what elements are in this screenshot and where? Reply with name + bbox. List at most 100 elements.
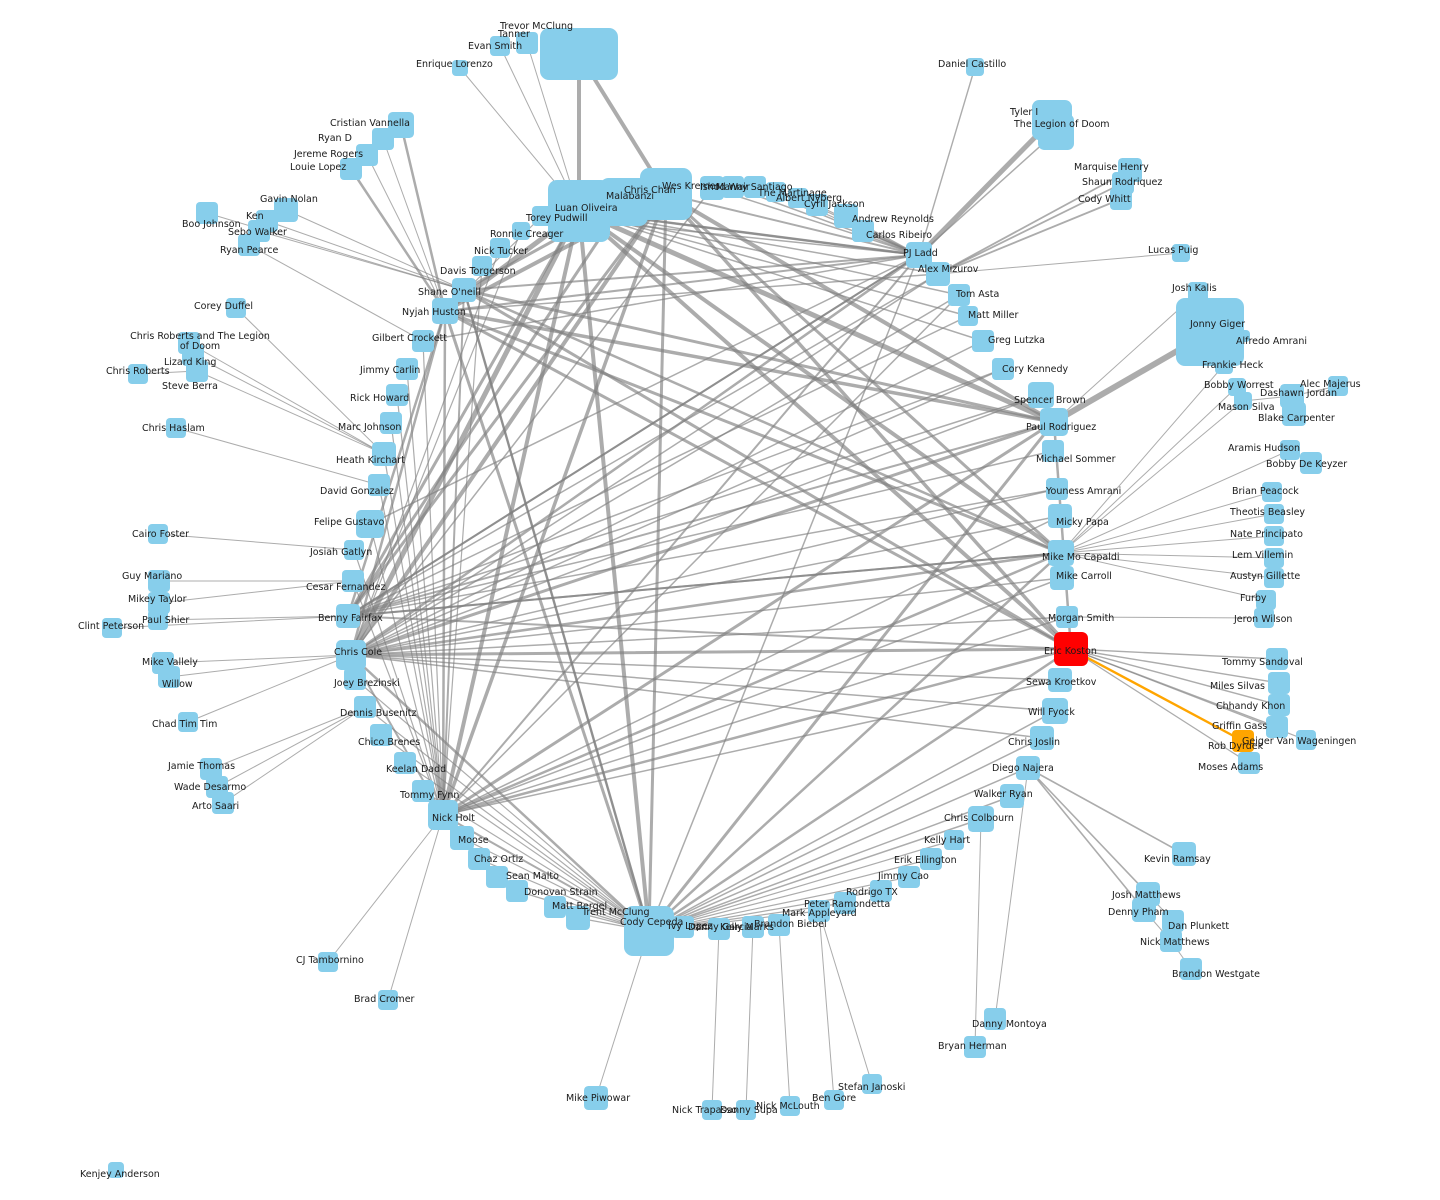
graph-node[interactable] — [178, 712, 198, 732]
graph-node[interactable] — [372, 128, 394, 150]
graph-node[interactable] — [380, 412, 402, 434]
graph-node[interactable] — [344, 540, 364, 560]
graph-node[interactable] — [1054, 632, 1088, 666]
graph-node[interactable] — [372, 442, 396, 466]
graph-node[interactable] — [148, 570, 170, 592]
graph-node[interactable] — [1048, 668, 1072, 692]
graph-node[interactable] — [1048, 504, 1072, 528]
graph-node[interactable] — [472, 256, 492, 276]
graph-node[interactable] — [128, 364, 148, 384]
graph-node[interactable] — [968, 806, 994, 832]
graph-node[interactable] — [1234, 392, 1252, 410]
graph-node[interactable] — [428, 800, 458, 830]
graph-node[interactable] — [1238, 330, 1250, 342]
graph-node[interactable] — [344, 668, 366, 690]
graph-node[interactable] — [898, 866, 920, 888]
graph-node[interactable] — [944, 830, 964, 850]
graph-node[interactable] — [340, 158, 362, 180]
graph-node[interactable] — [624, 906, 674, 956]
graph-node[interactable] — [808, 900, 830, 922]
graph-node[interactable] — [1048, 540, 1074, 566]
graph-node[interactable] — [108, 1162, 124, 1178]
graph-node[interactable] — [318, 952, 338, 972]
graph-node[interactable] — [824, 1090, 844, 1110]
graph-node[interactable] — [1264, 568, 1284, 588]
graph-node[interactable] — [788, 188, 808, 208]
graph-node[interactable] — [736, 1100, 756, 1120]
graph-node[interactable] — [468, 848, 490, 870]
graph-node[interactable] — [702, 1100, 722, 1120]
graph-node[interactable] — [540, 28, 618, 80]
graph-node[interactable] — [336, 640, 366, 670]
graph-node[interactable] — [700, 176, 724, 200]
graph-node[interactable] — [1296, 730, 1316, 750]
graph-node[interactable] — [1160, 930, 1182, 952]
graph-node[interactable] — [992, 358, 1014, 380]
graph-node[interactable] — [102, 618, 122, 638]
graph-node[interactable] — [544, 896, 566, 918]
graph-node[interactable] — [964, 1036, 986, 1058]
graph-node[interactable] — [158, 666, 180, 688]
graph-node[interactable] — [516, 32, 538, 54]
graph-node[interactable] — [672, 916, 694, 938]
graph-node[interactable] — [1232, 730, 1254, 752]
graph-node[interactable] — [780, 1096, 800, 1116]
graph-node[interactable] — [1256, 590, 1276, 610]
graph-node[interactable] — [948, 284, 970, 306]
graph-node[interactable] — [1268, 672, 1290, 694]
graph-node[interactable] — [532, 206, 552, 226]
graph-node[interactable] — [370, 724, 392, 746]
graph-node[interactable] — [1056, 606, 1078, 628]
graph-node[interactable] — [274, 198, 298, 222]
graph-node[interactable] — [386, 384, 408, 406]
graph-node[interactable] — [548, 180, 610, 242]
graph-node[interactable] — [1300, 452, 1322, 474]
graph-node[interactable] — [834, 892, 856, 914]
graph-node[interactable] — [342, 570, 364, 592]
graph-node[interactable] — [852, 220, 874, 242]
graph-node[interactable] — [238, 234, 260, 256]
graph-node[interactable] — [356, 510, 384, 538]
graph-node[interactable] — [486, 866, 508, 888]
graph-node[interactable] — [1038, 114, 1074, 150]
graph-node[interactable] — [1262, 482, 1282, 502]
graph-node[interactable] — [226, 298, 246, 318]
graph-node[interactable] — [984, 1008, 1006, 1030]
graph-node[interactable] — [1176, 298, 1244, 366]
graph-node[interactable] — [1266, 716, 1288, 738]
graph-node[interactable] — [1180, 958, 1202, 980]
graph-node[interactable] — [926, 262, 950, 286]
graph-node[interactable] — [806, 194, 828, 216]
graph-node[interactable] — [744, 176, 766, 198]
graph-node[interactable] — [742, 916, 764, 938]
graph-node[interactable] — [186, 360, 208, 382]
graph-node[interactable] — [1328, 376, 1348, 396]
graph-node[interactable] — [512, 222, 530, 240]
graph-node[interactable] — [1282, 402, 1306, 426]
graph-node[interactable] — [354, 696, 376, 718]
graph-node[interactable] — [368, 474, 390, 496]
graph-node[interactable] — [1280, 440, 1300, 460]
graph-node[interactable] — [768, 914, 790, 936]
graph-node[interactable] — [196, 202, 218, 224]
graph-node[interactable] — [490, 36, 510, 56]
graph-node[interactable] — [432, 298, 458, 324]
graph-node[interactable] — [1050, 566, 1074, 590]
graph-node[interactable] — [490, 238, 510, 258]
graph-node[interactable] — [452, 60, 468, 76]
graph-node[interactable] — [1264, 548, 1284, 568]
graph-node[interactable] — [378, 990, 398, 1010]
graph-node[interactable] — [1188, 282, 1208, 302]
graph-node[interactable] — [1264, 526, 1284, 546]
graph-node[interactable] — [862, 1074, 882, 1094]
graph-node[interactable] — [584, 1086, 608, 1110]
graph-node[interactable] — [1268, 694, 1290, 716]
graph-node[interactable] — [1040, 408, 1068, 436]
graph-node[interactable] — [1254, 608, 1274, 628]
graph-node[interactable] — [1215, 356, 1233, 374]
graph-node[interactable] — [148, 610, 168, 630]
graph-node[interactable] — [1266, 648, 1288, 670]
graph-node[interactable] — [920, 848, 942, 870]
graph-node[interactable] — [1046, 478, 1068, 500]
graph-node[interactable] — [396, 358, 418, 380]
